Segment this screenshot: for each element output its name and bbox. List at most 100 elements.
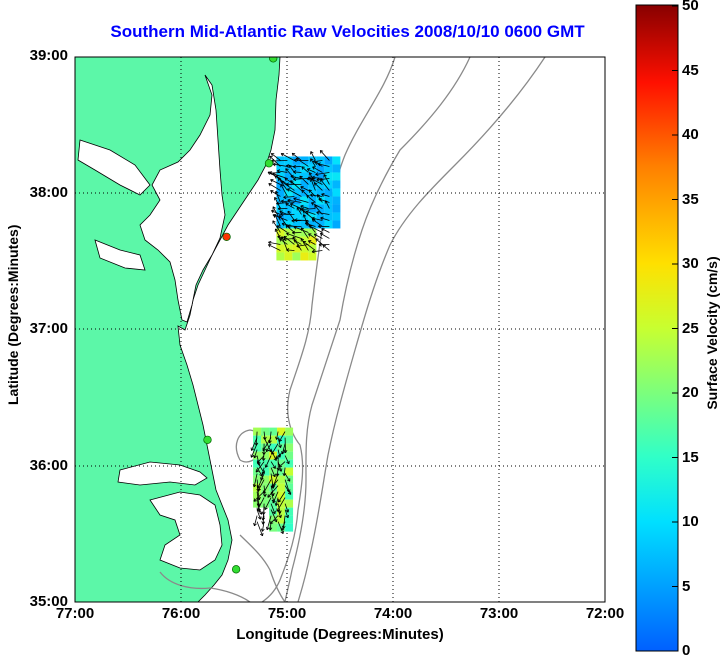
x-tick-label: 74:00	[373, 605, 413, 622]
velocity-arrowhead	[316, 194, 321, 198]
colorbar-tick-label: 50	[682, 0, 699, 14]
velocity-arrow	[291, 152, 302, 161]
velocity-arrow	[270, 449, 277, 461]
bay-inlet	[77, 139, 151, 196]
velocity-arrowhead	[322, 244, 326, 248]
y-tick-label: 36:00	[29, 457, 68, 474]
velocity-arrow	[311, 217, 323, 221]
velocity-arrow	[302, 241, 316, 251]
velocity-arrowhead	[316, 210, 320, 215]
velocity-arrow	[286, 233, 302, 239]
velocity-arrowhead	[287, 491, 292, 495]
velocity-cell	[332, 204, 341, 213]
velocity-arrowhead	[272, 465, 276, 469]
velocity-cell	[253, 491, 262, 500]
colorbar-tick-label: 40	[682, 126, 699, 143]
velocity-cell	[292, 220, 301, 229]
station-marker	[231, 565, 241, 574]
velocity-arrowhead	[299, 208, 303, 212]
velocity-cell	[253, 459, 262, 468]
velocity-arrow	[316, 178, 330, 181]
velocity-arrowhead	[252, 483, 257, 488]
velocity-arrowhead	[293, 177, 297, 181]
velocity-cell	[276, 164, 285, 173]
velocity-arrow	[313, 160, 323, 163]
bathymetry-contours	[159, 57, 546, 602]
velocity-arrow	[284, 485, 292, 495]
velocity-arrowhead	[267, 494, 271, 498]
y-tick-label: 35:00	[29, 593, 68, 610]
velocity-cell	[332, 172, 341, 181]
velocity-arrowhead	[278, 177, 282, 182]
velocity-cell	[253, 427, 262, 436]
velocity-arrow	[261, 521, 265, 532]
velocity-arrowhead	[320, 216, 324, 221]
velocity-arrow	[270, 461, 276, 469]
velocity-arrowhead	[260, 528, 265, 532]
velocity-arrow	[278, 177, 288, 191]
velocity-arrowhead	[277, 235, 281, 239]
velocity-arrowhead	[279, 214, 283, 219]
velocity-cell	[324, 188, 333, 197]
velocity-arrow	[325, 200, 330, 209]
velocity-cell	[308, 164, 317, 173]
velocity-cell	[285, 435, 294, 444]
colorbar-tick-label: 35	[682, 191, 699, 208]
velocity-cell	[324, 164, 333, 173]
velocity-cell	[285, 427, 294, 436]
current-field-south	[250, 427, 294, 537]
velocity-cell	[277, 499, 286, 508]
velocity-cell	[277, 515, 286, 524]
velocity-arrowhead	[281, 222, 286, 226]
velocity-arrowhead	[300, 186, 304, 190]
velocity-cell	[261, 459, 270, 468]
velocity-cell	[292, 204, 301, 213]
velocity-cell	[261, 475, 270, 484]
velocity-cell	[316, 164, 325, 173]
velocity-arrowhead	[272, 172, 276, 177]
velocity-arrowhead	[301, 189, 305, 194]
velocity-arrow	[311, 176, 323, 179]
velocity-arrowhead	[272, 473, 276, 478]
velocity-arrowhead	[274, 190, 279, 195]
velocity-cell	[277, 483, 286, 492]
velocity-cell	[277, 427, 286, 436]
velocity-arrowhead	[250, 454, 254, 458]
colorbar-tick-label: 5	[682, 578, 691, 595]
x-tick-label: 72:00	[585, 605, 625, 622]
colorbar-ticks	[672, 5, 678, 587]
velocity-arrowhead	[274, 228, 279, 232]
velocity-arrow	[315, 172, 330, 175]
velocity-arrowhead	[286, 478, 291, 482]
velocity-arrowhead	[285, 224, 289, 229]
velocity-cell	[276, 244, 285, 253]
velocity-arrowhead	[270, 152, 275, 157]
velocity-arrowhead	[294, 218, 298, 223]
velocity-arrowhead	[283, 235, 287, 240]
velocity-arrow	[320, 179, 330, 191]
velocity-arrowhead	[250, 447, 255, 451]
velocity-arrow	[308, 233, 316, 239]
velocity-arrow	[256, 497, 265, 511]
colorbar-tick-label: 25	[682, 320, 699, 337]
velocity-arrowhead	[284, 177, 288, 182]
velocity-arrow	[308, 176, 323, 185]
velocity-cell	[285, 443, 294, 452]
velocity-arrowhead	[290, 174, 294, 179]
velocity-arrowhead	[285, 203, 289, 207]
velocity-arrowhead	[268, 240, 272, 245]
velocity-arrowhead	[278, 468, 283, 472]
velocity-arrowhead	[285, 514, 290, 519]
velocity-arrow	[284, 479, 290, 493]
velocity-cell	[277, 475, 286, 484]
velocity-arrow	[263, 437, 272, 452]
velocity-arrowhead	[278, 514, 282, 519]
velocity-arrow	[265, 455, 272, 468]
velocity-cell	[261, 467, 270, 476]
velocity-cell	[324, 196, 333, 205]
velocity-cell	[284, 212, 293, 221]
velocity-arrow	[278, 431, 286, 442]
velocity-arrowhead	[321, 227, 325, 232]
velocity-arrow	[264, 497, 272, 510]
velocity-arrowhead	[306, 195, 310, 199]
